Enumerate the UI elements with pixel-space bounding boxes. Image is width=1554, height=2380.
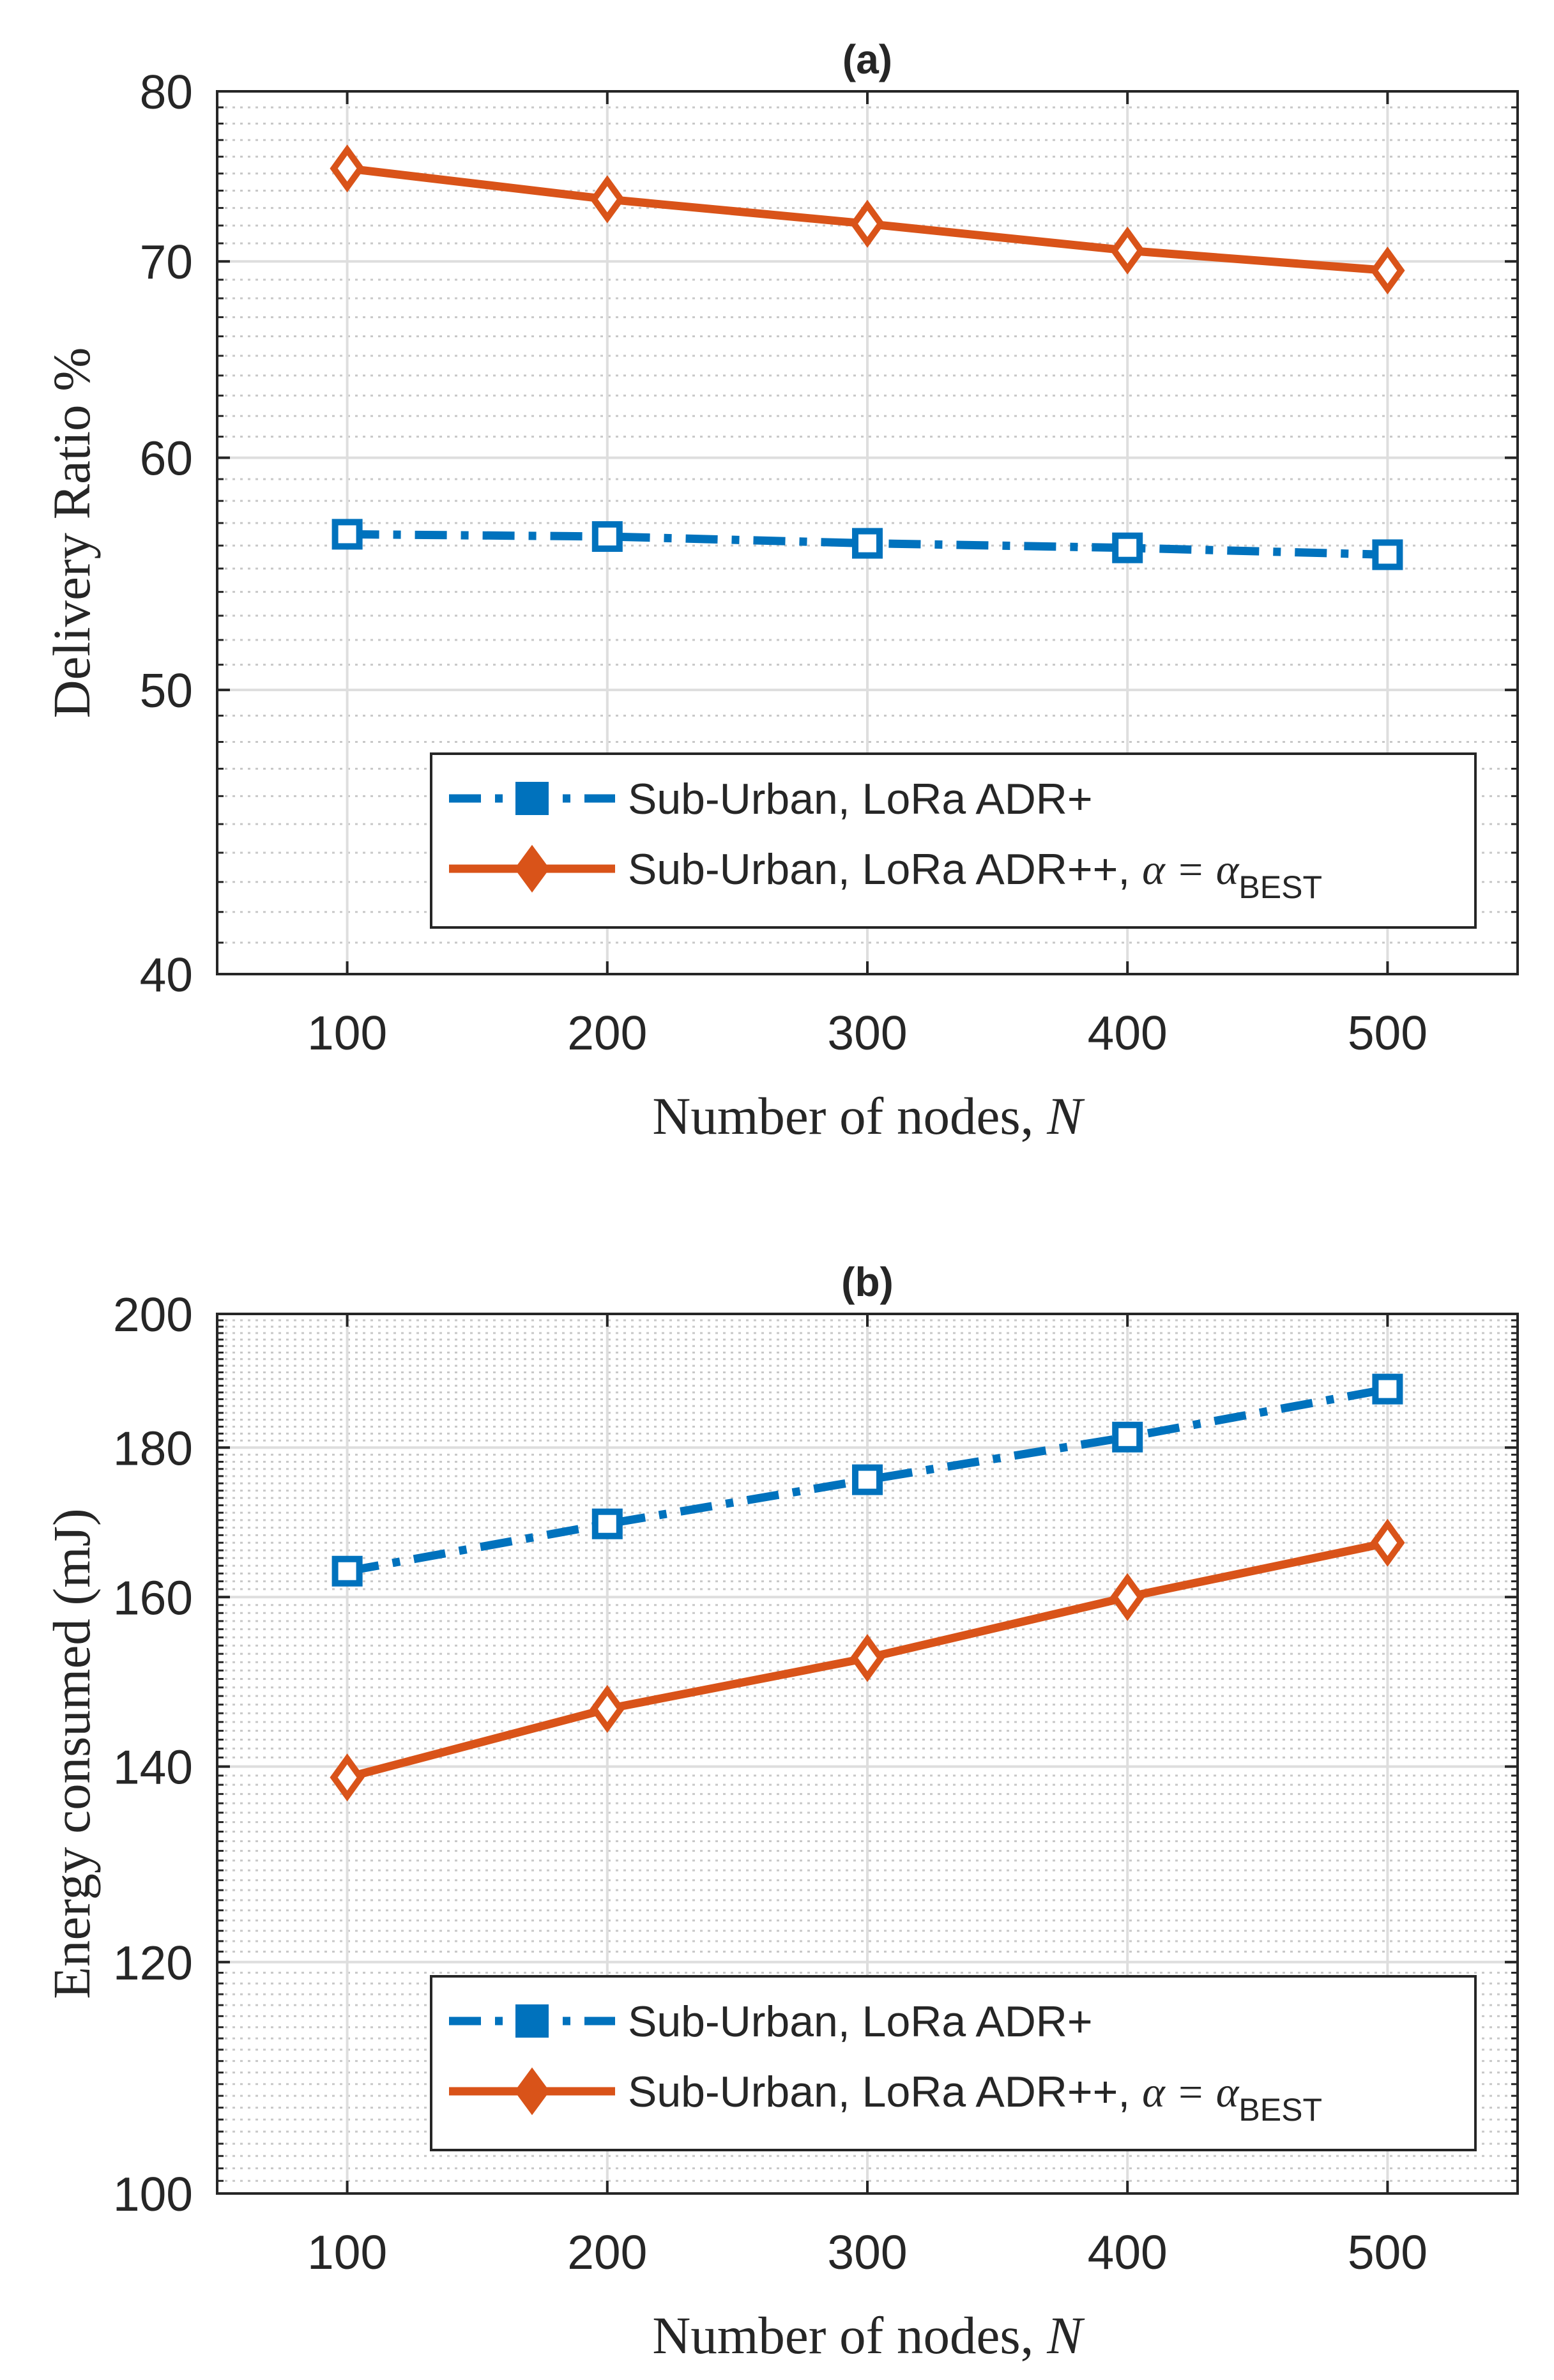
- data-point: [331, 1555, 363, 1587]
- y-tick-label: 180: [113, 1421, 193, 1475]
- x-tick-label: 200: [567, 2225, 647, 2279]
- data-point: [1110, 226, 1145, 275]
- legend-label-text: Sub-Urban, LoRa ADR++,: [628, 845, 1142, 894]
- y-tick-label: 40: [140, 948, 193, 1002]
- legend-label: Sub-Urban, LoRa ADR++, α = αBEST: [628, 2068, 1322, 2128]
- x-tick-label: 400: [1088, 1006, 1168, 1060]
- series-adr-plus-plus: [330, 144, 1405, 295]
- legend: Sub-Urban, LoRa ADR+ Sub-Urban, LoRa ADR+…: [430, 1975, 1477, 2151]
- y-axis-label: Energy consumed (mJ): [42, 1508, 101, 1999]
- axes-box: [216, 1313, 1519, 2195]
- legend-marker: [514, 2067, 550, 2116]
- chart-title: (b): [841, 1259, 894, 1305]
- data-point: [1110, 1573, 1145, 1621]
- data-point: [1112, 1421, 1143, 1453]
- legend-label-text: Sub-Urban, LoRa ADR+: [628, 1997, 1093, 2046]
- chart-panel-a: 40 50 60 70 80 100 200 300 400 500 (a) Number of no…: [42, 36, 1519, 1145]
- data-point: [590, 1684, 625, 1733]
- data-point: [852, 1464, 883, 1495]
- data-point: [849, 1634, 885, 1682]
- legend-box: [430, 752, 1477, 929]
- data-point: [590, 175, 625, 224]
- data-point: [591, 1508, 623, 1539]
- data-point: [849, 199, 885, 248]
- legend-label-alpha: α = α: [1142, 845, 1240, 894]
- legend-label-subscript: BEST: [1238, 2092, 1322, 2128]
- legend-label: Sub-Urban, LoRa ADR++, α = αBEST: [628, 845, 1322, 905]
- legend-box: [430, 1975, 1477, 2151]
- data-point: [1372, 539, 1403, 570]
- legend-label-alpha: α = α: [1142, 2068, 1240, 2116]
- x-tick-label: 100: [307, 2225, 387, 2279]
- legend-label-text: Sub-Urban, LoRa ADR++,: [628, 2068, 1142, 2116]
- x-tick-label: 400: [1088, 2225, 1168, 2279]
- data-point: [1370, 247, 1405, 295]
- data-point: [331, 519, 363, 550]
- legend-label-subscript: BEST: [1238, 869, 1322, 905]
- x-tick-label: 300: [827, 1006, 907, 1060]
- y-tick-label: 140: [113, 1741, 193, 1794]
- x-tick-label: 200: [567, 1006, 647, 1060]
- y-tick-label: 50: [140, 664, 193, 717]
- y-tick-label: 60: [140, 432, 193, 485]
- data-point: [330, 1753, 365, 1802]
- chart-panel-b: 100 120 140 160 180 200 100 200 300 400 500 (b) Numb…: [42, 1259, 1519, 2365]
- series-adr-plus-plus: [330, 1518, 1405, 1802]
- series-adr-plus: [331, 519, 1403, 570]
- data-point: [1112, 532, 1143, 563]
- data-point: [852, 528, 883, 559]
- y-tick-label: 160: [113, 1571, 193, 1624]
- legend-label: Sub-Urban, LoRa ADR+: [628, 775, 1093, 823]
- series-adr-plus: [331, 1373, 1403, 1587]
- data-point: [1372, 1373, 1403, 1405]
- x-tick-label: 100: [307, 1006, 387, 1060]
- y-tick-label: 120: [113, 1936, 193, 1990]
- data-point: [330, 144, 365, 193]
- x-axis-label-variable: N: [1046, 2306, 1085, 2365]
- axes-box: [216, 90, 1519, 975]
- data-point: [591, 521, 623, 552]
- x-axis-label-variable: N: [1046, 1087, 1085, 1145]
- x-axis-label-text: Number of nodes,: [652, 2306, 1047, 2365]
- x-axis-label: Number of nodes, N: [652, 1087, 1085, 1145]
- x-tick-label: 500: [1348, 2225, 1428, 2279]
- legend-label-text: Sub-Urban, LoRa ADR+: [628, 775, 1093, 823]
- x-axis-label-text: Number of nodes,: [652, 1087, 1047, 1145]
- y-tick-label: 80: [140, 65, 193, 119]
- y-tick-label: 70: [140, 235, 193, 289]
- y-tick-label: 200: [113, 1288, 193, 1341]
- x-tick-label: 500: [1348, 1006, 1428, 1060]
- x-axis-label: Number of nodes, N: [652, 2306, 1085, 2365]
- legend-marker: [515, 2004, 549, 2038]
- legend-marker: [514, 844, 550, 893]
- y-axis-label: Delivery Ratio %: [42, 347, 101, 719]
- legend-marker: [515, 782, 549, 815]
- legend: Sub-Urban, LoRa ADR+ Sub-Urban, LoRa ADR+…: [430, 752, 1477, 929]
- legend-label: Sub-Urban, LoRa ADR+: [628, 1997, 1093, 2046]
- y-tick-label: 100: [113, 2167, 193, 2221]
- x-tick-label: 300: [827, 2225, 907, 2279]
- chart-title: (a): [842, 36, 892, 82]
- data-point: [1370, 1518, 1405, 1567]
